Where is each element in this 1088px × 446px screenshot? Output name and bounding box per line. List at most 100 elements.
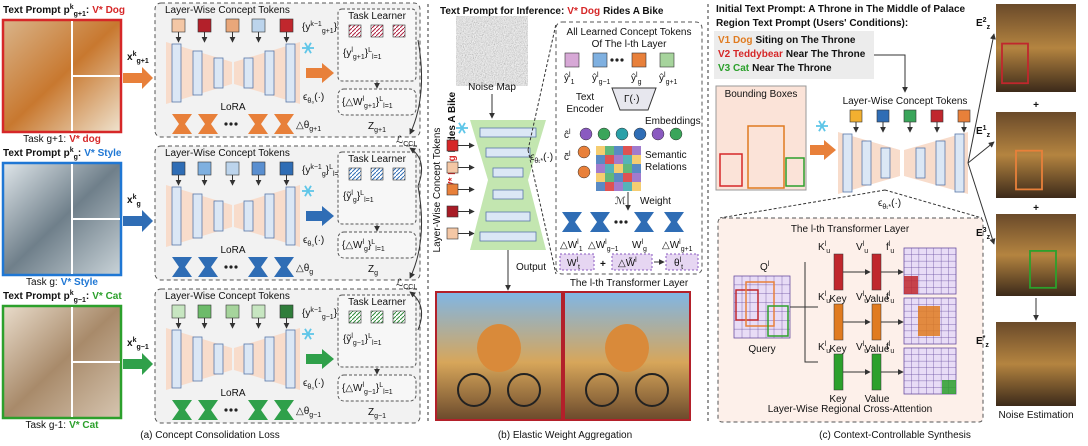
- relation-cell: [623, 155, 632, 164]
- unet-block: [213, 57, 224, 89]
- text-span: l: [576, 257, 578, 264]
- weight-block: [248, 257, 268, 277]
- text-span: V: [856, 242, 863, 253]
- bbox-label: Bounding Boxes: [725, 89, 798, 100]
- text-span: {y: [302, 308, 310, 319]
- text-span: L: [371, 239, 375, 246]
- text-span: g: [364, 246, 368, 253]
- bbox: [747, 125, 785, 189]
- ellipsis-dot: [234, 122, 238, 126]
- text-span: l: [889, 291, 891, 298]
- loss-link: [409, 291, 423, 331]
- text-span: ŷ: [592, 73, 597, 84]
- learner-token: [392, 24, 406, 38]
- learner-token: [370, 310, 384, 324]
- text-span: g+1: [374, 127, 386, 134]
- loss-link: [409, 147, 423, 187]
- text-span: 3: [983, 227, 987, 234]
- task-label: Task g+1: V* dog: [23, 134, 101, 145]
- weight-block: [274, 114, 294, 134]
- text-span: p: [64, 5, 70, 16]
- unet-block: [954, 133, 965, 193]
- text-span: l: [863, 241, 865, 248]
- unet-shape: [470, 120, 546, 250]
- text-span: θ₀: [307, 241, 314, 248]
- weight-label: Wlg: [632, 239, 647, 253]
- lora-params: △θg: [296, 263, 313, 276]
- value-vector: [871, 303, 882, 341]
- text-span: g+1: [74, 11, 86, 18]
- text-span: g: [374, 270, 378, 277]
- text-span: (·): [891, 198, 901, 209]
- text-span: l: [362, 96, 364, 103]
- text-span: ŷ: [564, 73, 569, 84]
- noise-predictor: ϵθ₀(·): [303, 378, 324, 391]
- text-span: {△W: [342, 240, 363, 251]
- region-prompt: V1 Dog Siting on The Throne: [718, 35, 856, 46]
- text-span: θₜ*: [882, 204, 891, 211]
- text-span: }: [365, 48, 369, 59]
- key-symbol: Klu: [818, 241, 830, 255]
- weight-label: △Wlg+1: [662, 239, 693, 253]
- text-span: :: [78, 148, 81, 159]
- unet-block: [479, 127, 537, 138]
- unet-block: [213, 200, 224, 232]
- text-span: l: [605, 239, 607, 246]
- embedding: [651, 127, 665, 141]
- text-span: l: [863, 291, 865, 298]
- text-span: l: [768, 261, 770, 268]
- text-span: t: [578, 264, 580, 271]
- text-span: l: [680, 257, 682, 264]
- concept-token: [197, 304, 212, 319]
- text-span: g−1: [364, 389, 376, 396]
- relation-cell: [623, 146, 632, 155]
- ellipsis-dot: [224, 265, 228, 269]
- learner-title: Task Learner: [348, 297, 406, 308]
- unet-block: [492, 167, 524, 178]
- ellipsis-dot: [610, 58, 614, 62]
- ellipsis-dot: [229, 122, 233, 126]
- text-span: △θ: [296, 406, 310, 417]
- text-span: g−1: [322, 314, 334, 321]
- unet-block: [935, 140, 946, 186]
- detail-title: The l-th Transformer Layer: [791, 224, 910, 235]
- unet-block: [192, 50, 203, 96]
- text-encoder: [611, 87, 657, 111]
- text-span: l=1: [383, 103, 393, 110]
- weight-block: [172, 114, 192, 134]
- concept-token: [446, 183, 459, 196]
- text-span: K: [818, 342, 825, 353]
- learner-set: {ylg+1}Ll=1: [343, 47, 382, 61]
- text-span: z: [987, 234, 991, 241]
- weight-block: [198, 257, 218, 277]
- ellipsis-dot: [229, 408, 233, 412]
- region-feature: [904, 276, 918, 294]
- text-span: g: [74, 154, 78, 161]
- text-span: V* Cat: [92, 291, 122, 302]
- relation-cell: [596, 155, 605, 164]
- unet-block: [861, 140, 872, 186]
- task-embedding: Zg: [368, 264, 378, 277]
- text-span: V* Dog: [92, 5, 125, 16]
- text-prompt: Text Prompt pkg: V* Style: [3, 147, 122, 161]
- text-span: l: [636, 72, 638, 79]
- estimate-image: [996, 322, 1076, 406]
- text-span: u: [826, 298, 830, 305]
- region-overlay: [735, 289, 759, 321]
- unet-block: [479, 231, 537, 242]
- text-span: g: [643, 246, 647, 253]
- tokens-title: Layer-Wise Concept Tokens: [165, 5, 290, 16]
- text-span: Z: [368, 121, 374, 132]
- text-span: L: [368, 333, 372, 340]
- bike-wheel: [635, 373, 669, 407]
- text-span: (·): [314, 235, 324, 246]
- lora-label: LoRA: [220, 102, 245, 113]
- text-span: L: [379, 96, 383, 103]
- text-span: g+1: [136, 58, 148, 65]
- learner-token: [370, 24, 384, 38]
- weight-label: △Wl1: [560, 239, 583, 253]
- output-label: Output: [516, 262, 546, 273]
- value-label: Value: [865, 394, 890, 405]
- text-span: {y: [343, 48, 351, 59]
- encoder-symbol: Γ(·): [624, 94, 640, 105]
